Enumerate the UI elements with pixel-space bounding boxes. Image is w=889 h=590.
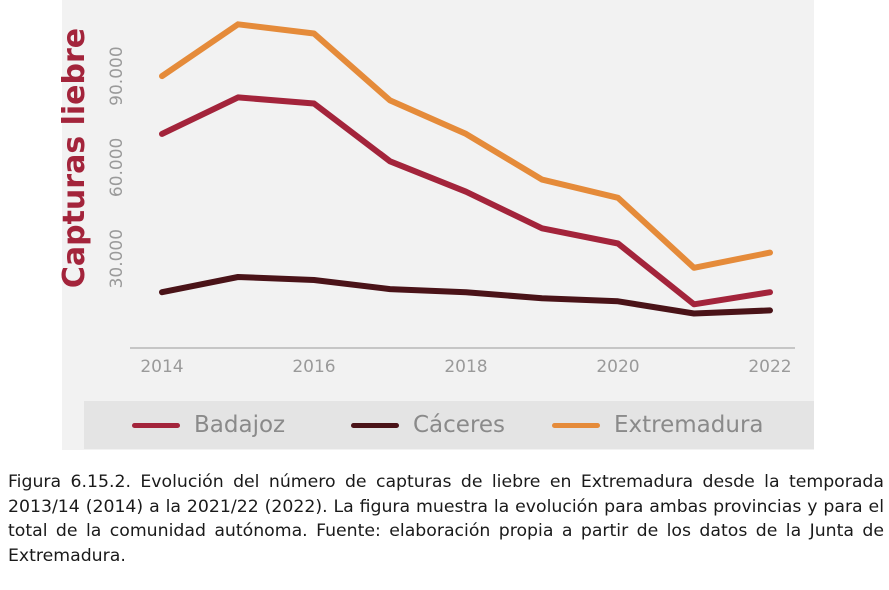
legend-item-extremadura: Extremadura — [552, 401, 764, 449]
x-tick-label: 2022 — [748, 357, 791, 377]
legend-swatch-caceres — [351, 422, 399, 428]
y-tick-label: 60.000 — [107, 138, 127, 197]
series-line-extremadura — [159, 21, 773, 271]
legend-item-badajoz: Badajoz — [132, 401, 285, 449]
x-axis-ticks: 2014 2016 2018 2020 2022 — [140, 357, 791, 377]
figure-caption: Figura 6.15.2. Evolución del número de c… — [8, 472, 884, 566]
x-tick-label: 2018 — [444, 357, 487, 377]
legend-swatch-badajoz — [132, 422, 180, 428]
y-axis-ticks: 30.000 60.000 90.000 — [107, 46, 127, 288]
legend-label-badajoz: Badajoz — [194, 412, 286, 438]
legend-item-caceres: Cáceres — [351, 401, 505, 449]
series-line-cceres — [159, 274, 773, 317]
legend-label-caceres: Cáceres — [413, 412, 506, 438]
y-tick-label: 30.000 — [107, 229, 127, 288]
legend-swatch-extremadura — [552, 422, 600, 428]
series-lines — [159, 21, 773, 317]
x-tick-label: 2014 — [140, 357, 183, 377]
legend: Badajoz Cáceres Extremadura — [84, 401, 814, 449]
y-axis-label: Capturas liebre — [57, 28, 92, 288]
x-tick-label: 2016 — [292, 357, 335, 377]
x-tick-label: 2020 — [596, 357, 639, 377]
series-line-badajoz — [159, 94, 773, 308]
chart-panel — [62, 0, 814, 450]
legend-label-extremadura: Extremadura — [614, 412, 764, 438]
y-tick-label: 90.000 — [107, 46, 127, 105]
